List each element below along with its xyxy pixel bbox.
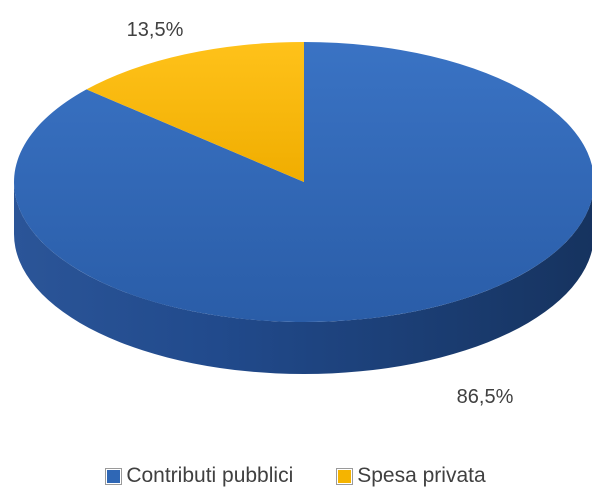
data-label-contributi-pubblici: 86,5% <box>457 386 514 408</box>
legend-label-contributi-pubblici: Contributi pubblici <box>126 464 294 487</box>
legend-item-spesa-privata: Spesa privata <box>337 464 486 488</box>
pie-side-group <box>14 182 592 374</box>
legend-label-spesa-privata: Spesa privata <box>357 464 486 487</box>
pie-top-group <box>14 42 592 322</box>
pie-slice-contributi-pubblici <box>14 42 592 322</box>
legend-swatch-spesa-privata <box>337 468 353 484</box>
legend-swatch-contributi-pubblici <box>106 468 122 484</box>
legend-item-contributi-pubblici: Contributi pubblici <box>106 464 293 488</box>
pie-side-contributi-pubblici <box>14 182 592 374</box>
data-label-spesa-privata: 13,5% <box>127 19 184 41</box>
pie-labels-group: 13,5% 86,5% <box>127 19 514 408</box>
legend: Contributi pubblici Spesa privata <box>0 464 592 488</box>
pie-slice-spesa-privata <box>86 42 304 182</box>
